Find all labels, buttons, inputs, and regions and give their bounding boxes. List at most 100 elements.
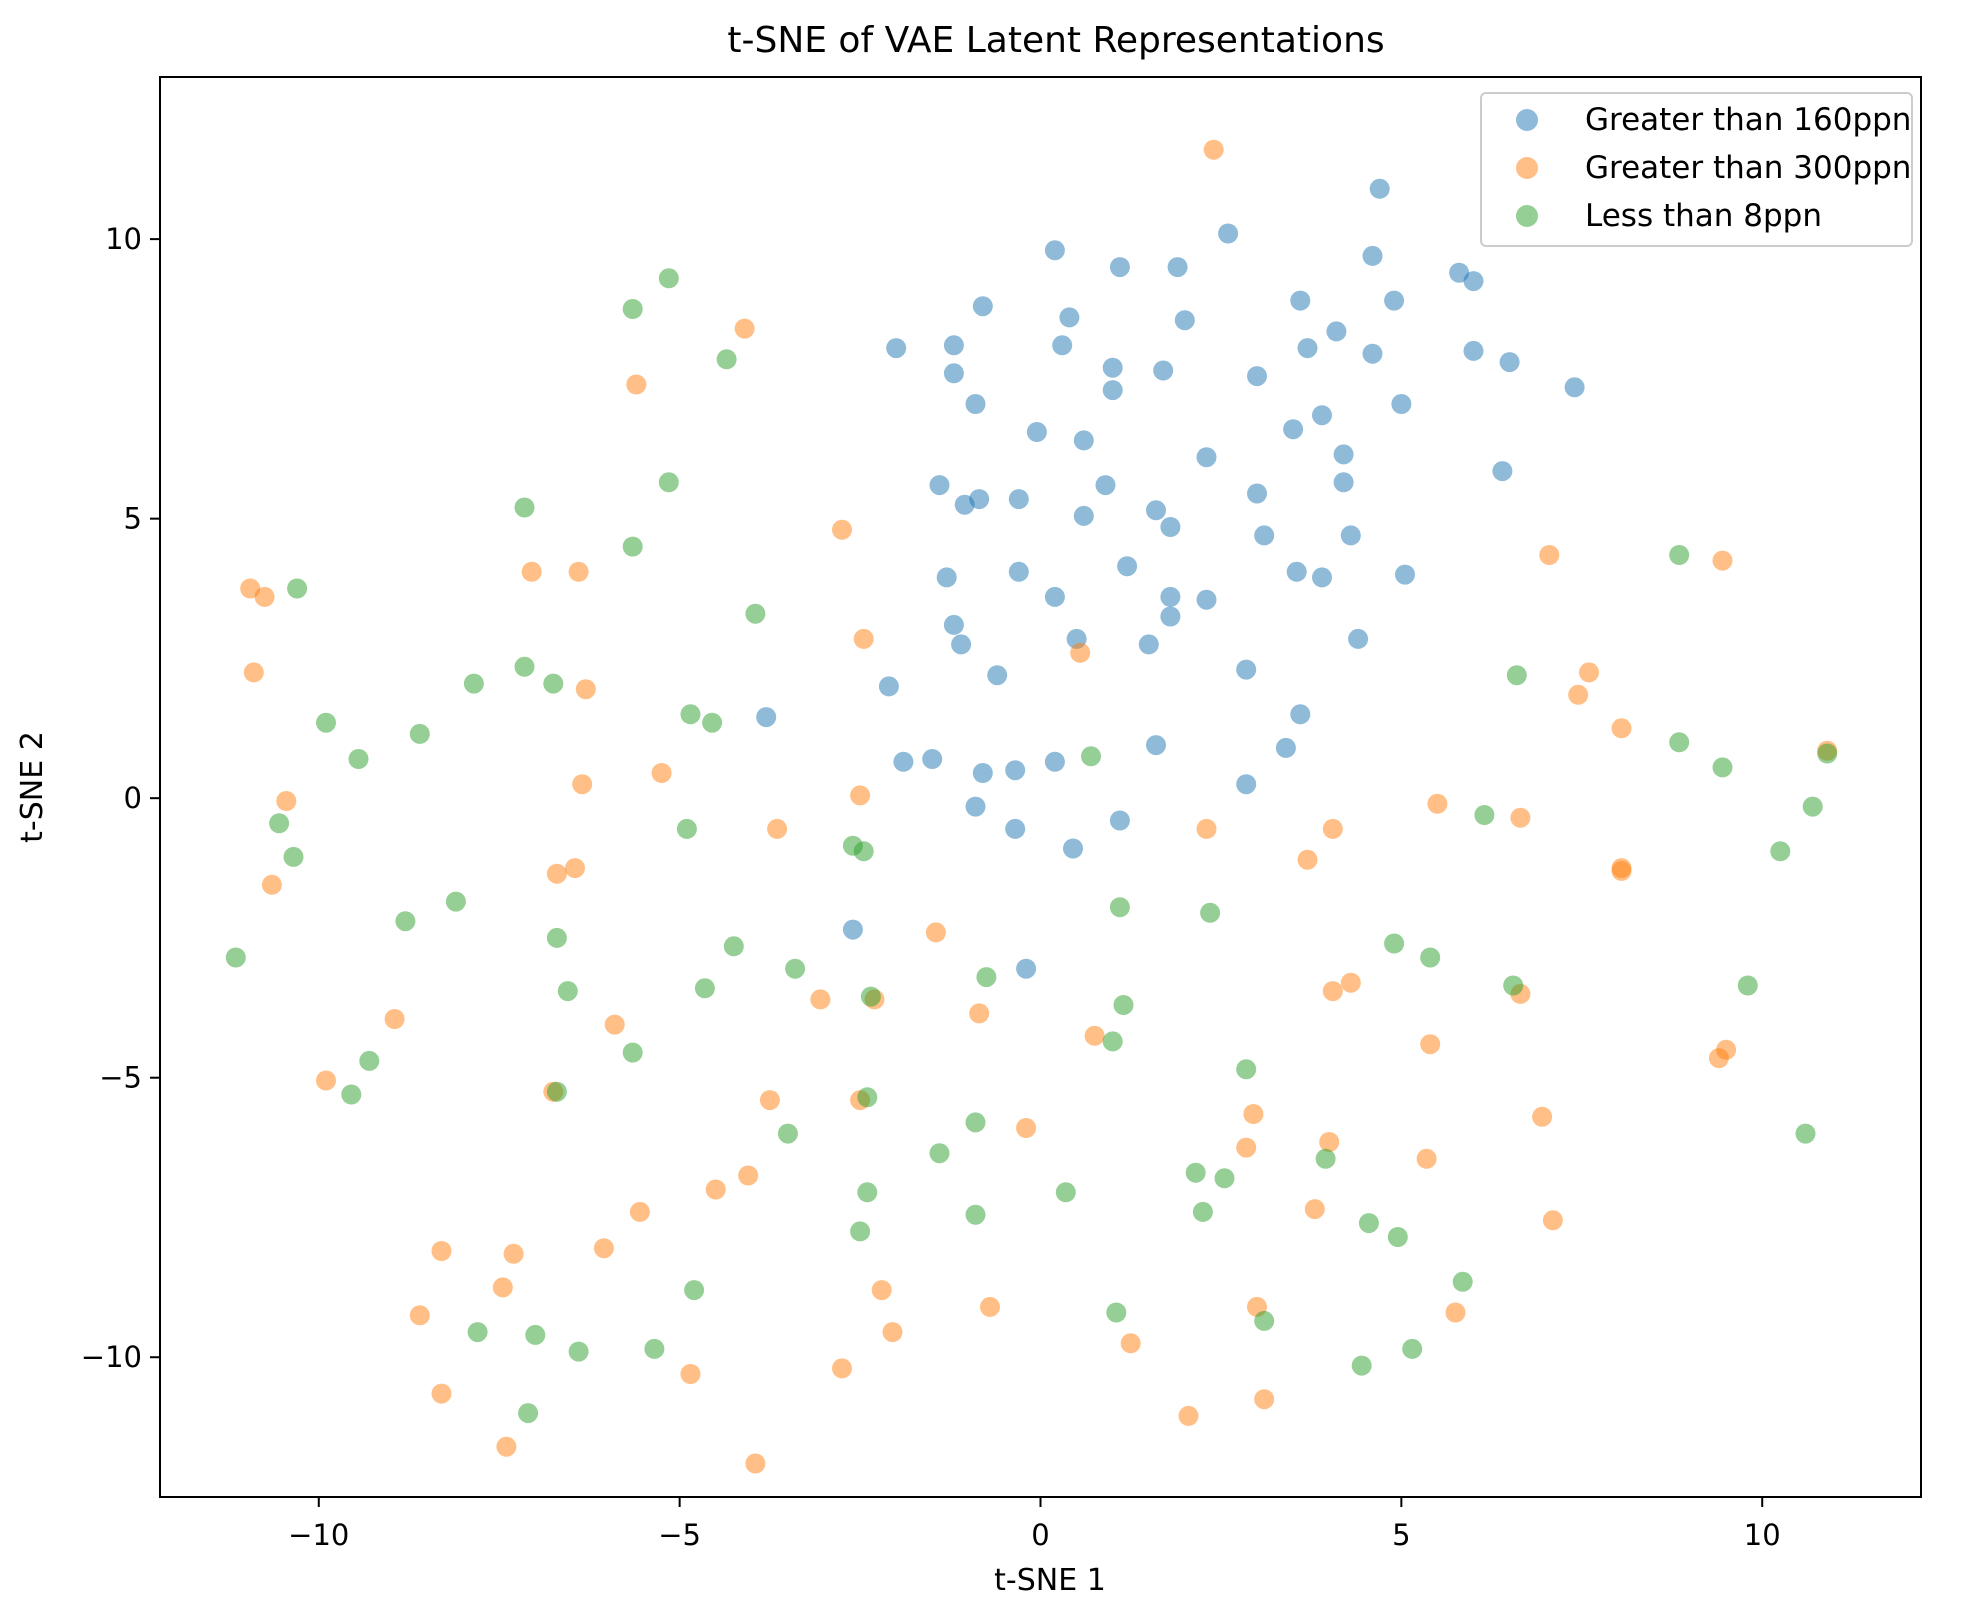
point-greater-than-160ppn-27 <box>965 394 986 414</box>
chart-title: t-SNE of VAE Latent Representations <box>727 20 1384 61</box>
point-greater-than-160ppn-46 <box>1254 525 1275 546</box>
y-tick-label: −10 <box>81 1340 142 1374</box>
point-greater-than-160ppn-23 <box>943 363 964 384</box>
point-less-than-8ppn-36 <box>723 936 744 957</box>
point-greater-than-160ppn-10 <box>972 296 993 317</box>
point-greater-than-300ppn-57 <box>629 1201 650 1222</box>
point-greater-than-300ppn-64 <box>871 1280 892 1301</box>
point-greater-than-160ppn-74 <box>1275 737 1296 758</box>
point-less-than-8ppn-71 <box>1254 1310 1275 1331</box>
point-greater-than-160ppn-58 <box>1160 606 1181 627</box>
point-greater-than-300ppn-9 <box>254 586 275 607</box>
point-greater-than-300ppn-40 <box>969 1003 990 1024</box>
point-greater-than-300ppn-35 <box>1322 981 1343 1002</box>
point-less-than-8ppn-78 <box>518 1403 539 1424</box>
point-greater-than-160ppn-22 <box>1153 360 1174 381</box>
point-greater-than-160ppn-25 <box>1564 377 1585 398</box>
point-greater-than-300ppn-74 <box>1254 1389 1275 1410</box>
point-greater-than-160ppn-61 <box>1138 634 1159 655</box>
point-less-than-8ppn-62 <box>1055 1182 1076 1203</box>
point-less-than-8ppn-11 <box>543 673 564 694</box>
point-less-than-8ppn-58 <box>1315 1148 1336 1169</box>
point-less-than-8ppn-15 <box>316 712 336 733</box>
point-greater-than-300ppn-10 <box>853 628 874 649</box>
point-greater-than-160ppn-59 <box>951 634 972 655</box>
point-greater-than-160ppn-55 <box>1160 586 1181 607</box>
point-greater-than-160ppn-63 <box>987 665 1008 686</box>
point-less-than-8ppn-63 <box>965 1204 986 1225</box>
point-greater-than-300ppn-39 <box>604 1014 625 1035</box>
point-greater-than-300ppn-55 <box>738 1165 759 1186</box>
point-greater-than-300ppn-0 <box>1203 139 1224 160</box>
point-greater-than-300ppn-16 <box>1611 718 1632 739</box>
point-less-than-8ppn-60 <box>1214 1168 1235 1189</box>
y-tick-label: 0 <box>124 781 142 815</box>
legend-marker-greater-than-160ppn <box>1516 109 1538 131</box>
x-axis-ticks: −10 −5 0 5 10 <box>288 1497 1781 1552</box>
y-axis-label: t-SNE 2 <box>15 731 50 843</box>
point-less-than-8ppn-61 <box>857 1182 878 1203</box>
point-less-than-8ppn-65 <box>1358 1213 1379 1234</box>
point-less-than-8ppn-72 <box>467 1322 488 1343</box>
point-greater-than-160ppn-2 <box>1044 240 1065 261</box>
point-less-than-8ppn-12 <box>1506 665 1527 686</box>
point-less-than-8ppn-29 <box>1770 841 1791 862</box>
point-less-than-8ppn-3 <box>658 472 679 493</box>
point-greater-than-300ppn-32 <box>925 922 946 943</box>
point-greater-than-300ppn-75 <box>1178 1405 1199 1426</box>
point-greater-than-160ppn-56 <box>1196 589 1217 610</box>
point-less-than-8ppn-40 <box>976 967 997 988</box>
point-greater-than-160ppn-65 <box>878 676 899 697</box>
x-tick-label: 0 <box>1031 1518 1049 1552</box>
point-greater-than-300ppn-68 <box>1445 1302 1466 1323</box>
point-less-than-8ppn-26 <box>283 846 304 867</box>
legend-box <box>1480 92 1913 247</box>
point-greater-than-160ppn-37 <box>929 475 950 496</box>
point-greater-than-300ppn-77 <box>745 1453 766 1474</box>
point-less-than-8ppn-74 <box>568 1341 589 1362</box>
point-less-than-8ppn-4 <box>514 497 535 518</box>
point-greater-than-160ppn-76 <box>965 796 986 817</box>
point-greater-than-160ppn-69 <box>893 751 914 772</box>
legend-label-less-than-8ppn: Less than 8ppn <box>1585 198 1822 234</box>
point-less-than-8ppn-18 <box>348 749 369 769</box>
point-greater-than-160ppn-70 <box>972 763 993 783</box>
point-greater-than-160ppn-26 <box>1102 380 1123 401</box>
point-greater-than-300ppn-3 <box>832 519 852 540</box>
point-less-than-8ppn-34 <box>225 947 246 968</box>
point-less-than-8ppn-46 <box>1113 995 1134 1015</box>
legend-marker-greater-than-300ppn <box>1516 157 1538 179</box>
point-less-than-8ppn-25 <box>676 818 697 839</box>
point-greater-than-300ppn-51 <box>1016 1118 1037 1138</box>
point-greater-than-300ppn-61 <box>431 1241 452 1261</box>
point-less-than-8ppn-73 <box>525 1324 546 1345</box>
point-less-than-8ppn-23 <box>1474 805 1495 825</box>
point-greater-than-160ppn-50 <box>1008 561 1029 582</box>
point-greater-than-160ppn-28 <box>1391 394 1412 414</box>
point-greater-than-160ppn-77 <box>1005 818 1026 839</box>
x-tick-label: 5 <box>1392 1518 1410 1552</box>
point-greater-than-160ppn-48 <box>1117 556 1138 577</box>
point-greater-than-300ppn-33 <box>810 989 831 1010</box>
point-greater-than-300ppn-71 <box>832 1358 852 1379</box>
point-greater-than-160ppn-41 <box>969 489 990 510</box>
point-greater-than-300ppn-21 <box>1427 793 1448 814</box>
point-less-than-8ppn-39 <box>785 958 806 979</box>
point-greater-than-160ppn-36 <box>1333 472 1354 493</box>
point-greater-than-160ppn-12 <box>1174 310 1195 331</box>
x-tick-label: −5 <box>658 1518 701 1552</box>
point-greater-than-300ppn-50 <box>1532 1106 1553 1127</box>
point-less-than-8ppn-6 <box>1669 545 1690 565</box>
point-less-than-8ppn-67 <box>850 1221 871 1242</box>
point-greater-than-300ppn-11 <box>1070 642 1091 663</box>
point-greater-than-300ppn-76 <box>496 1436 517 1457</box>
point-greater-than-300ppn-62 <box>503 1243 524 1264</box>
y-tick-label: −5 <box>99 1061 142 1095</box>
point-greater-than-160ppn-71 <box>1005 760 1026 781</box>
point-less-than-8ppn-8 <box>745 603 766 624</box>
point-greater-than-300ppn-28 <box>565 858 585 879</box>
point-less-than-8ppn-53 <box>1236 1059 1257 1080</box>
point-greater-than-300ppn-47 <box>759 1090 780 1111</box>
